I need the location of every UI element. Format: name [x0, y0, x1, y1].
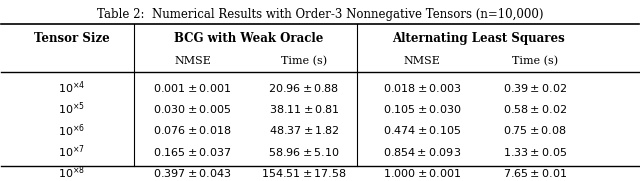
- Text: $7.65 \pm 0.01$: $7.65 \pm 0.01$: [503, 167, 567, 179]
- Text: $58.96 \pm 5.10$: $58.96 \pm 5.10$: [268, 146, 340, 158]
- Text: Time (s): Time (s): [512, 56, 558, 67]
- Text: Table 2:  Numerical Results with Order-3 Nonnegative Tensors (n=10,000): Table 2: Numerical Results with Order-3 …: [97, 8, 543, 21]
- Text: $38.11 \pm 0.81$: $38.11 \pm 0.81$: [269, 103, 340, 115]
- Text: $1.000 \pm 0.001$: $1.000 \pm 0.001$: [383, 167, 461, 179]
- Text: $0.854 \pm 0.093$: $0.854 \pm 0.093$: [383, 146, 461, 158]
- Text: NMSE: NMSE: [403, 56, 440, 66]
- Text: $10^{\times 5}$: $10^{\times 5}$: [58, 101, 85, 117]
- Text: BCG with Weak Oracle: BCG with Weak Oracle: [173, 32, 323, 45]
- Text: $0.105 \pm 0.030$: $0.105 \pm 0.030$: [383, 103, 461, 115]
- Text: $154.51 \pm 17.58$: $154.51 \pm 17.58$: [261, 167, 347, 179]
- Text: Time (s): Time (s): [281, 56, 327, 67]
- Text: $0.165 \pm 0.037$: $0.165 \pm 0.037$: [154, 146, 232, 158]
- Text: Alternating Least Squares: Alternating Least Squares: [392, 32, 565, 45]
- Text: $0.75 \pm 0.08$: $0.75 \pm 0.08$: [503, 124, 567, 136]
- Text: $20.96 \pm 0.88$: $20.96 \pm 0.88$: [268, 81, 340, 94]
- Text: $0.001 \pm 0.001$: $0.001 \pm 0.001$: [154, 81, 232, 94]
- Text: $0.474 \pm 0.105$: $0.474 \pm 0.105$: [383, 124, 461, 136]
- Text: $48.37 \pm 1.82$: $48.37 \pm 1.82$: [269, 124, 340, 136]
- Text: Tensor Size: Tensor Size: [34, 32, 109, 45]
- Text: $10^{\times 6}$: $10^{\times 6}$: [58, 122, 85, 138]
- Text: $0.39 \pm 0.02$: $0.39 \pm 0.02$: [503, 81, 567, 94]
- Text: $10^{\times 7}$: $10^{\times 7}$: [58, 143, 85, 160]
- Text: $0.076 \pm 0.018$: $0.076 \pm 0.018$: [153, 124, 232, 136]
- Text: $1.33 \pm 0.05$: $1.33 \pm 0.05$: [503, 146, 567, 158]
- Text: NMSE: NMSE: [174, 56, 211, 66]
- Text: $10^{\times 4}$: $10^{\times 4}$: [58, 79, 85, 96]
- Text: $0.58 \pm 0.02$: $0.58 \pm 0.02$: [503, 103, 567, 115]
- Text: $0.397 \pm 0.043$: $0.397 \pm 0.043$: [154, 167, 232, 179]
- Text: $0.018 \pm 0.003$: $0.018 \pm 0.003$: [383, 81, 461, 94]
- Text: $0.030 \pm 0.005$: $0.030 \pm 0.005$: [154, 103, 232, 115]
- Text: $10^{\times 8}$: $10^{\times 8}$: [58, 165, 85, 181]
